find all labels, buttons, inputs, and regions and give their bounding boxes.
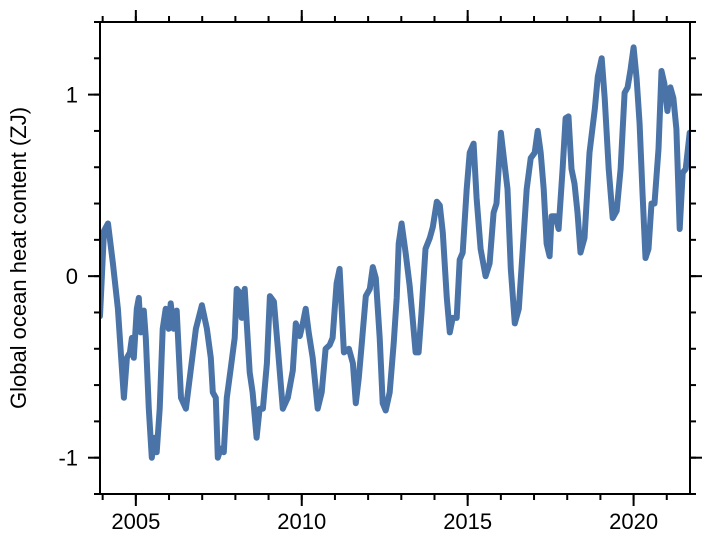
y-tick-label: 1	[66, 83, 78, 108]
y-tick-label: -1	[58, 446, 78, 471]
x-tick-label: 2005	[111, 509, 160, 534]
plot-frame	[99, 21, 691, 495]
y-axis-label: Global ocean heat content (ZJ)	[6, 107, 31, 409]
x-tick-label: 2010	[277, 509, 326, 534]
data-line	[100, 44, 690, 461]
x-tick-label: 2015	[443, 509, 492, 534]
y-tick-label: 0	[66, 264, 78, 289]
x-tick-label: 2020	[609, 509, 658, 534]
